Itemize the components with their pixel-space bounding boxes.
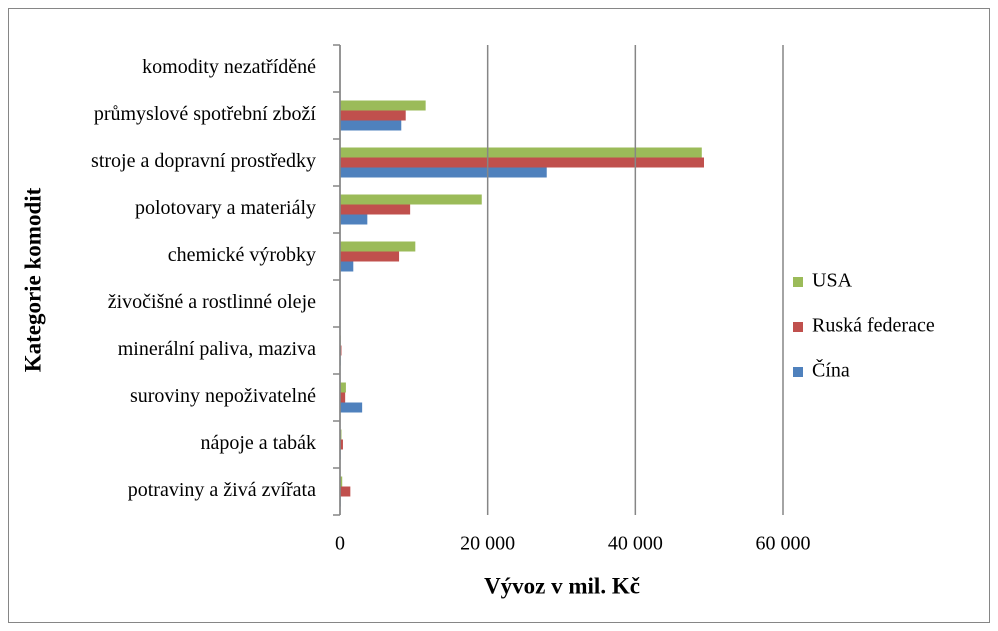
x-tick-label: 60 000	[756, 533, 811, 555]
legend-label: USA	[812, 270, 853, 292]
chart-border	[8, 8, 990, 623]
bar	[340, 392, 346, 403]
y-tick-label: nápoje a tabák	[201, 432, 317, 454]
bar	[340, 402, 363, 413]
y-tick-label: stroje a dopravní prostředky	[91, 150, 316, 172]
bar	[340, 214, 368, 225]
x-tick-label: 40 000	[608, 533, 663, 555]
y-tick-label: živočišné a rostlinné oleje	[108, 291, 316, 313]
bar	[340, 476, 343, 487]
bar	[340, 110, 406, 121]
legend-swatch	[793, 277, 803, 287]
x-tick-label: 0	[335, 533, 345, 555]
bar	[340, 439, 343, 450]
y-tick-label: průmyslové spotřební zboží	[94, 103, 317, 125]
legend-swatch	[793, 322, 803, 332]
bar	[340, 100, 426, 111]
bar	[340, 120, 402, 131]
legend-swatch	[793, 367, 803, 377]
y-tick-label: minerální paliva, maziva	[118, 338, 316, 360]
y-axis-title: Kategorie komodit	[20, 187, 45, 372]
legend-label: Ruská federace	[812, 315, 935, 337]
bar	[340, 261, 354, 272]
y-tick-label: potraviny a živá zvířata	[128, 479, 316, 501]
x-axis-title: Vývoz v mil. Kč	[484, 573, 640, 598]
bar	[340, 251, 400, 262]
x-tick-label: 20 000	[460, 533, 515, 555]
y-tick-label: komodity nezatříděné	[142, 56, 316, 78]
bar	[340, 204, 411, 215]
bar	[340, 382, 346, 393]
bar	[340, 194, 482, 205]
legend-label: Čína	[812, 358, 850, 382]
y-tick-label: polotovary a materiály	[135, 197, 316, 219]
bar	[340, 147, 702, 158]
y-tick-label: suroviny nepoživatelné	[130, 385, 316, 407]
bar	[340, 167, 547, 178]
y-tick-label: chemické výrobky	[168, 244, 316, 266]
bar	[340, 241, 416, 252]
bar	[340, 157, 704, 168]
bar	[340, 486, 351, 497]
